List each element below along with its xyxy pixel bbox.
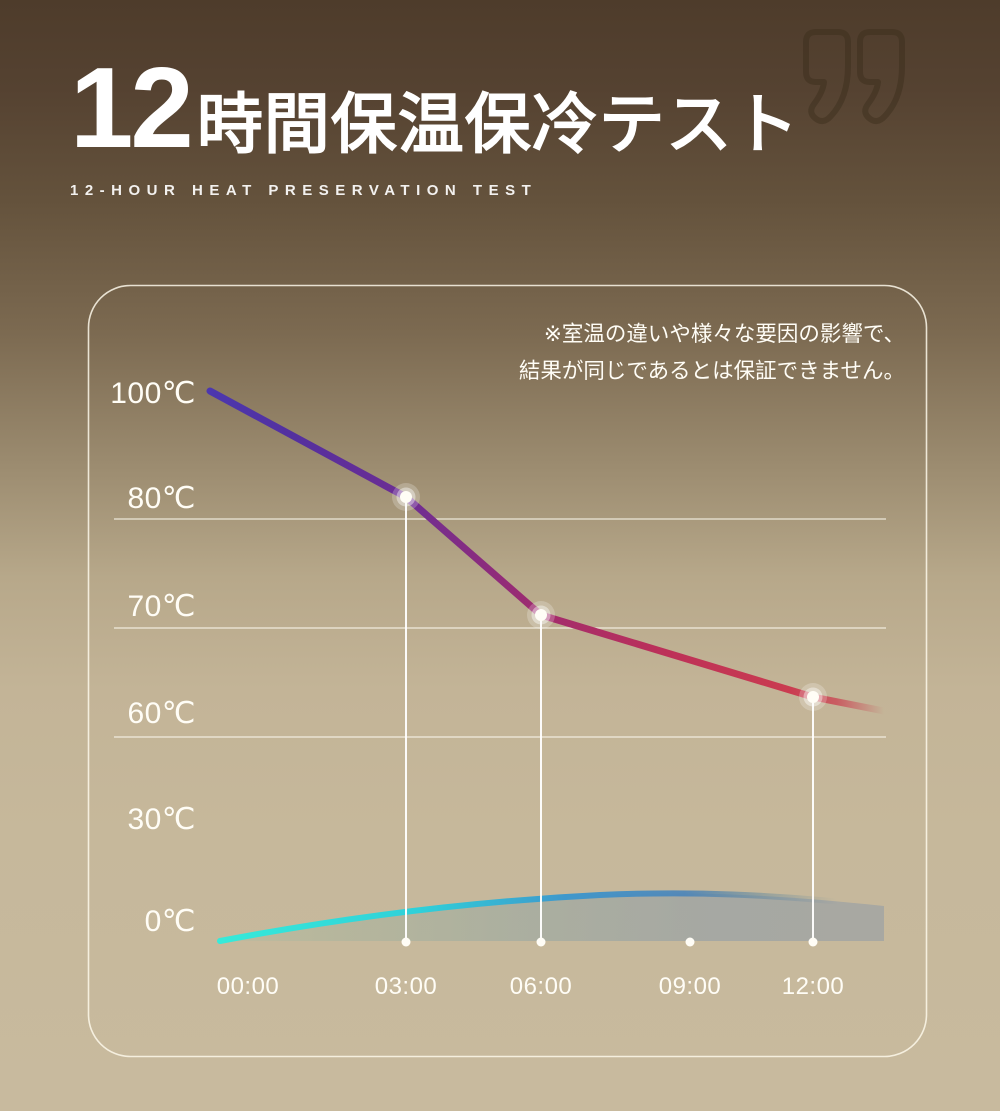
x-tick-0600: 06:00	[510, 973, 573, 1000]
quote-icon	[803, 29, 905, 124]
heat-retention-line	[206, 387, 888, 715]
title-japanese: 時間保温保冷テスト	[196, 87, 800, 161]
y-tick-30: 30℃	[127, 803, 196, 836]
x-tick-0000: 00:00	[217, 973, 280, 1000]
page-header: 12 時間保温保冷テスト 12-HOUR HEAT PRESERVATION T…	[70, 52, 800, 200]
quote-mark-left	[803, 29, 851, 124]
base-dot-1200	[808, 937, 818, 947]
disclaimer-line-1: ※室温の違いや様々な要因の影響で、	[544, 322, 905, 346]
marker-80c	[392, 483, 420, 511]
marker-60c	[799, 683, 827, 711]
x-tick-0900: 09:00	[659, 973, 722, 1000]
base-dot-0300	[401, 937, 411, 947]
vertical-guides	[405, 500, 814, 938]
chart-card-border	[87, 284, 928, 1058]
base-dot-0600	[536, 937, 546, 947]
x-tick-0300: 03:00	[375, 973, 438, 1000]
horizontal-gridlines	[114, 518, 886, 738]
base-dot-0900	[685, 937, 695, 947]
y-tick-70: 70℃	[127, 590, 196, 623]
quote-mark-right	[857, 29, 905, 124]
y-axis-labels: 100℃ 80℃ 70℃ 60℃ 30℃ 0℃	[110, 377, 196, 938]
disclaimer-line-2: 結果が同じであるとは保証できません。	[519, 359, 905, 383]
baseline-dots	[401, 937, 818, 947]
y-tick-0: 0℃	[145, 905, 196, 938]
page-subtitle: 12-HOUR HEAT PRESERVATION TEST	[70, 182, 538, 199]
y-tick-80: 80℃	[127, 482, 196, 515]
x-tick-1200: 12:00	[782, 973, 845, 1000]
cold-retention-area	[220, 893, 884, 941]
page-title: 12 時間保温保冷テスト	[70, 52, 800, 166]
cold-retention-line	[217, 890, 887, 944]
x-axis-labels: 00:00 03:00 06:00 09:00 12:00	[217, 973, 845, 1000]
heat-markers	[392, 483, 827, 711]
disclaimer: ※室温の違いや様々な要因の影響で、 結果が同じであるとは保証できません。	[519, 322, 905, 383]
y-tick-60: 60℃	[127, 697, 196, 730]
y-tick-100: 100℃	[110, 377, 196, 410]
title-number: 12	[70, 45, 194, 172]
marker-70c	[527, 601, 555, 629]
